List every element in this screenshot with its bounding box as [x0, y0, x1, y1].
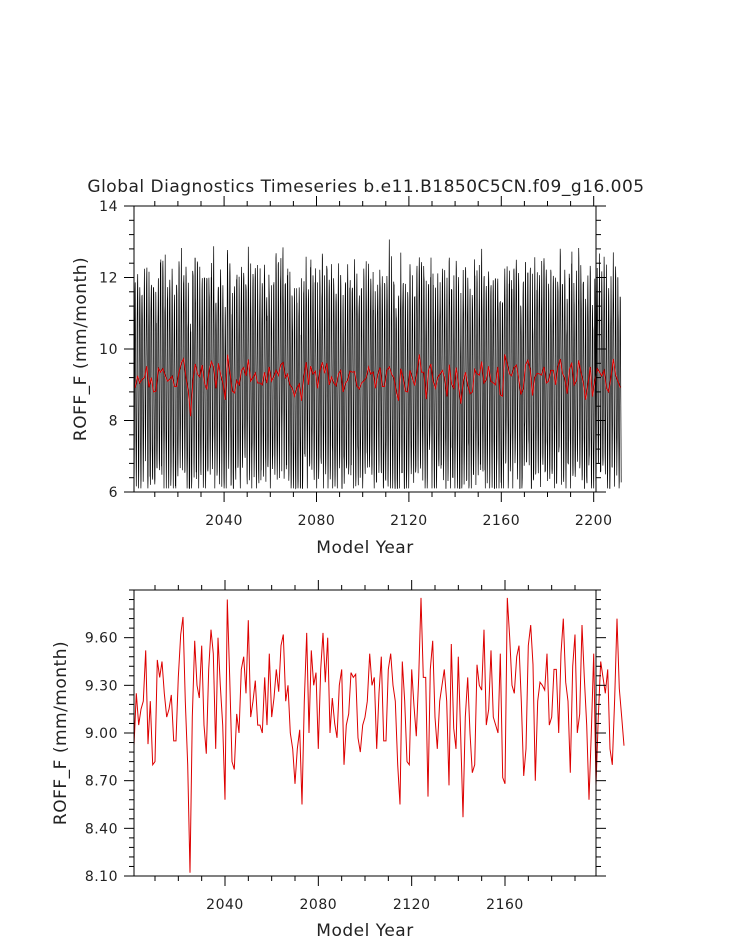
x-axis-label-top: Model Year — [316, 538, 413, 558]
bottom-ytick-label: 9.30 — [85, 678, 118, 694]
bottom-ytick-label: 8.70 — [85, 774, 118, 790]
y-axis-top: 6 8 10 12 14 — [99, 199, 606, 501]
plot-area-top — [133, 239, 622, 490]
bottom-xtick-label: 2040 — [206, 897, 244, 913]
top-ytick-label: 8 — [109, 414, 118, 430]
x-axis-top: 2040 2080 2120 2160 2200 — [154, 196, 613, 529]
timeseries-panel-bottom: 2040 2080 2120 2160 8.10 8.40 8.70 9.00 9.30 9.6… — [51, 580, 625, 941]
y-axis-label-bottom: ROFF_F (mm/month) — [51, 641, 71, 825]
chart-title: Global Diagnostics Timeseries b.e11.B185… — [87, 177, 644, 197]
top-ytick-label: 10 — [99, 342, 118, 358]
x-axis-bottom: 2040 2080 2120 2160 — [154, 580, 576, 913]
bottom-ytick-label: 8.10 — [85, 869, 118, 885]
y-axis-bottom: 8.10 8.40 8.70 9.00 9.30 9.60 — [85, 589, 606, 885]
series-annual-line — [133, 597, 625, 873]
bottom-ytick-label: 9.60 — [85, 631, 118, 647]
top-xtick-label: 2160 — [482, 513, 520, 529]
top-ytick-label: 12 — [99, 271, 118, 287]
y-axis-label-top: ROFF_F (mm/month) — [71, 257, 91, 441]
top-xtick-label: 2200 — [575, 513, 613, 529]
top-xtick-label: 2120 — [390, 513, 428, 529]
bottom-ytick-label: 8.40 — [85, 821, 118, 837]
bottom-xtick-label: 2120 — [393, 897, 431, 913]
series-monthly-line — [133, 239, 622, 490]
top-ytick-label: 14 — [99, 199, 118, 215]
top-xtick-label: 2040 — [205, 513, 243, 529]
series-annual-line-top — [134, 354, 621, 417]
bottom-ytick-label: 9.00 — [85, 726, 118, 742]
x-axis-label-bottom: Model Year — [316, 921, 413, 941]
top-xtick-label: 2080 — [298, 513, 336, 529]
timeseries-panel-top: Global Diagnostics Timeseries b.e11.B185… — [71, 177, 644, 558]
bottom-xtick-label: 2160 — [486, 897, 524, 913]
plot-area-bottom — [133, 597, 625, 873]
bottom-xtick-label: 2080 — [300, 897, 338, 913]
top-ytick-label: 6 — [109, 485, 118, 501]
